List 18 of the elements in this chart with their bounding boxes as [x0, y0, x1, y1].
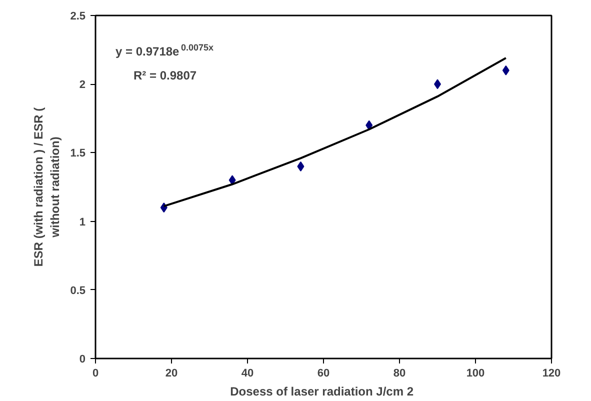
x-tick-label: 20 [165, 368, 178, 380]
x-tick-label: 100 [466, 368, 485, 380]
x-tick-label: 80 [393, 368, 406, 380]
y-tick-label: 1.5 [70, 148, 86, 160]
y-tick-label: 0.5 [70, 284, 86, 297]
point [297, 161, 304, 172]
y-axis-title: ESR (with radiation ) / ESR ( without radiation) [31, 107, 62, 267]
y-tick-label: 2.5 [70, 10, 86, 22]
x-tick-label: 40 [241, 368, 254, 380]
point [502, 65, 510, 76]
y-tick-label: 0 [79, 354, 86, 366]
annotation: R² = 0.9807 [134, 68, 197, 82]
x-tick-label: 0 [92, 368, 99, 380]
y-tick-label: 1 [79, 216, 86, 228]
x-axis-title: Dosess of laser radiation J/cm 2 [230, 384, 414, 398]
x-tick-label: 120 [542, 368, 561, 380]
x-tick-label: 60 [317, 368, 330, 380]
y-tick-label: 2 [79, 79, 86, 92]
